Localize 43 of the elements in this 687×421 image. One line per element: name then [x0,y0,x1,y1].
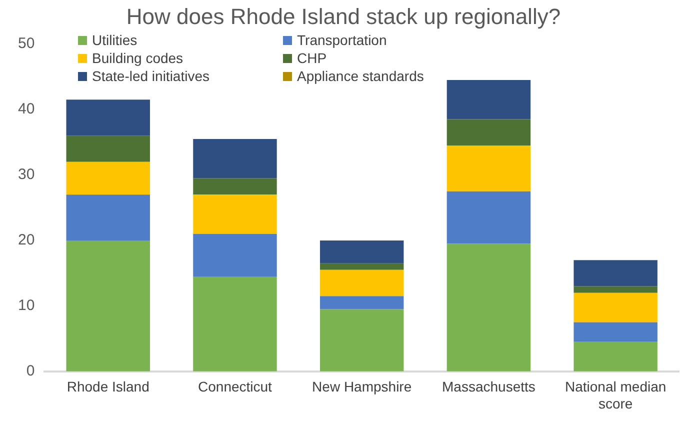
y-tick-label: 50 [18,35,35,52]
bar [193,276,277,372]
y-tick-label: 10 [18,297,35,314]
legend-label: Transportation [297,32,387,48]
bar [193,234,277,276]
bar [574,292,658,322]
bar [320,270,404,296]
bar [66,136,150,162]
x-tick-label: New Hampshire [312,378,412,395]
bar [193,194,277,234]
bar [446,145,531,192]
bar [193,138,277,178]
y-tick-label: 30 [18,166,35,184]
bar [446,80,531,120]
x-tick-label: Connecticut [198,378,272,395]
x-tick-label: Rhode Island [66,378,150,395]
bar [193,178,277,195]
legend-label: Appliance standards [297,68,424,84]
bar [446,244,531,372]
x-tick-label: National median score [564,378,666,412]
y-tick-label: 20 [18,232,35,249]
bar [320,296,404,310]
bar [66,240,150,372]
bar [574,342,658,372]
y-tick-label: 0 [26,362,35,380]
bar [574,286,658,293]
bar [320,240,404,264]
bar [574,260,658,286]
legend-label: CHP [297,50,327,66]
legend-label: State-led initiatives [92,68,210,84]
x-tick-label: Massachusetts [442,378,536,395]
legend-label: Utilities [92,32,138,48]
legend-label: Building codes [92,50,184,66]
y-tick-label: 40 [18,100,35,118]
bar [320,263,404,270]
bar [66,162,150,195]
bar [446,119,531,146]
bar [66,194,150,240]
bar [66,100,150,136]
bar [446,191,531,244]
chart-title: How does Rhode Island stack up regionally? [125,4,562,30]
bar [574,322,658,342]
bar [320,309,404,372]
